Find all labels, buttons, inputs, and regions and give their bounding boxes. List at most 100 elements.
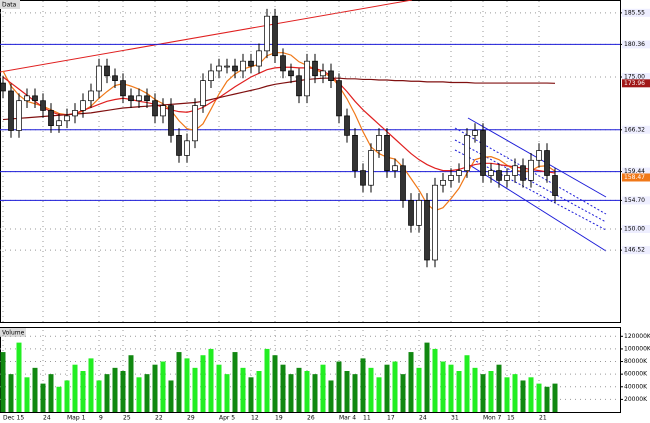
- candle-body: [112, 75, 118, 81]
- candle-body: [8, 90, 14, 131]
- candle-body: [224, 65, 230, 68]
- price-tag-label: 158.47: [624, 174, 645, 181]
- candle-body: [544, 150, 550, 176]
- volume-bar: [48, 374, 54, 412]
- volume-bar: [440, 361, 446, 412]
- candle-body: [184, 140, 190, 156]
- candle-body: [272, 15, 278, 57]
- volume-tick-label: 100000K: [624, 345, 650, 352]
- volume-bar: [176, 352, 182, 412]
- candle-body: [88, 90, 94, 102]
- candle-body: [216, 65, 222, 72]
- tick-label-box: [622, 8, 650, 17]
- volume-bar: [488, 371, 494, 412]
- candle-body: [192, 105, 198, 142]
- volume-bar: [336, 361, 342, 412]
- volume-bar: [552, 383, 558, 412]
- volume-bar: [80, 371, 86, 412]
- candle-body: [96, 65, 102, 92]
- volume-bar: [216, 364, 222, 412]
- volume-bar: [360, 358, 366, 412]
- volume-bar: [136, 377, 142, 412]
- volume-bar: [200, 355, 206, 412]
- candle-body: [200, 80, 206, 106]
- y-tick-label: 154.70: [624, 197, 645, 204]
- volume-bar: [344, 371, 350, 412]
- volume-bar: [224, 374, 230, 412]
- volume-bar: [232, 352, 238, 412]
- tick-label-box: [622, 125, 650, 134]
- volume-bar: [504, 377, 510, 412]
- volume-bar: [304, 371, 310, 412]
- volume-tick-label: 40000K: [624, 383, 648, 390]
- x-tick-label: 15: [507, 415, 515, 422]
- volume-bar: [296, 367, 302, 412]
- candle-body: [328, 70, 334, 81]
- candle-body: [384, 135, 390, 171]
- volume-bar: [512, 374, 518, 412]
- volume-bar: [480, 374, 486, 412]
- price-frame: [0, 0, 621, 323]
- volume-bar: [40, 383, 46, 412]
- x-tick-label: 26: [307, 415, 315, 422]
- title-box: [0, 0, 20, 9]
- x-tick-label: Map 1: [67, 415, 86, 422]
- x-tick-label: 11: [363, 415, 371, 422]
- volume-bar: [448, 364, 454, 412]
- candle-body: [120, 80, 126, 97]
- x-tick-label: 17: [387, 415, 395, 422]
- y-tick-label: 146.52: [624, 247, 645, 254]
- volume-bar: [160, 361, 166, 412]
- volume-bar: [104, 374, 110, 412]
- volume-bar: [128, 355, 134, 412]
- moving-average: [2, 52, 556, 212]
- candle-body: [104, 65, 110, 77]
- candle-body: [288, 70, 294, 77]
- volume-bar: [56, 386, 62, 412]
- candle-body: [376, 135, 382, 151]
- candle-body: [144, 95, 150, 102]
- candle-body: [464, 135, 470, 171]
- volume-tick-label: 120000K: [624, 333, 650, 340]
- y-tick-label: 166.32: [624, 126, 645, 133]
- volume-tick-label: 80000K: [624, 358, 648, 365]
- candle-body: [496, 170, 502, 181]
- candle-body: [264, 15, 270, 52]
- x-tick-label: 31: [451, 415, 459, 422]
- volume-bar: [144, 374, 150, 412]
- volume-bar: [184, 358, 190, 412]
- candle-body: [392, 165, 398, 171]
- volume-bar: [152, 364, 158, 412]
- candle-body: [416, 200, 422, 226]
- volume-bar: [368, 367, 374, 412]
- x-tick-label: Apr 5: [219, 415, 235, 422]
- volume-bar: [64, 380, 70, 412]
- volume-bar: [464, 355, 470, 412]
- candle-body: [176, 135, 182, 156]
- x-tick-label: 12: [251, 415, 259, 422]
- candle-body: [40, 100, 46, 111]
- volume-bar: [16, 342, 22, 412]
- candle-body: [552, 175, 558, 196]
- y-tick-label: 159.44: [624, 168, 645, 175]
- volume-bar: [408, 352, 414, 412]
- x-tick-label: Dec 15: [3, 415, 24, 422]
- candle-body: [128, 95, 134, 102]
- volume-bar: [240, 367, 246, 412]
- candle-body: [536, 150, 542, 161]
- volume-bar: [168, 380, 174, 412]
- volume-bar: [0, 352, 6, 412]
- volume-bar: [432, 348, 438, 412]
- volume-bar: [312, 374, 318, 412]
- volume-bar: [288, 374, 294, 412]
- tick-label-box: [622, 167, 650, 176]
- volume-bar: [496, 364, 502, 412]
- volume-bar: [8, 374, 14, 412]
- candle-body: [304, 60, 310, 97]
- volume-bar: [536, 383, 542, 412]
- trend-line: [0, 0, 413, 73]
- candle-body: [368, 150, 374, 186]
- y-tick-label: 180.36: [624, 41, 645, 48]
- volume-bar: [400, 374, 406, 412]
